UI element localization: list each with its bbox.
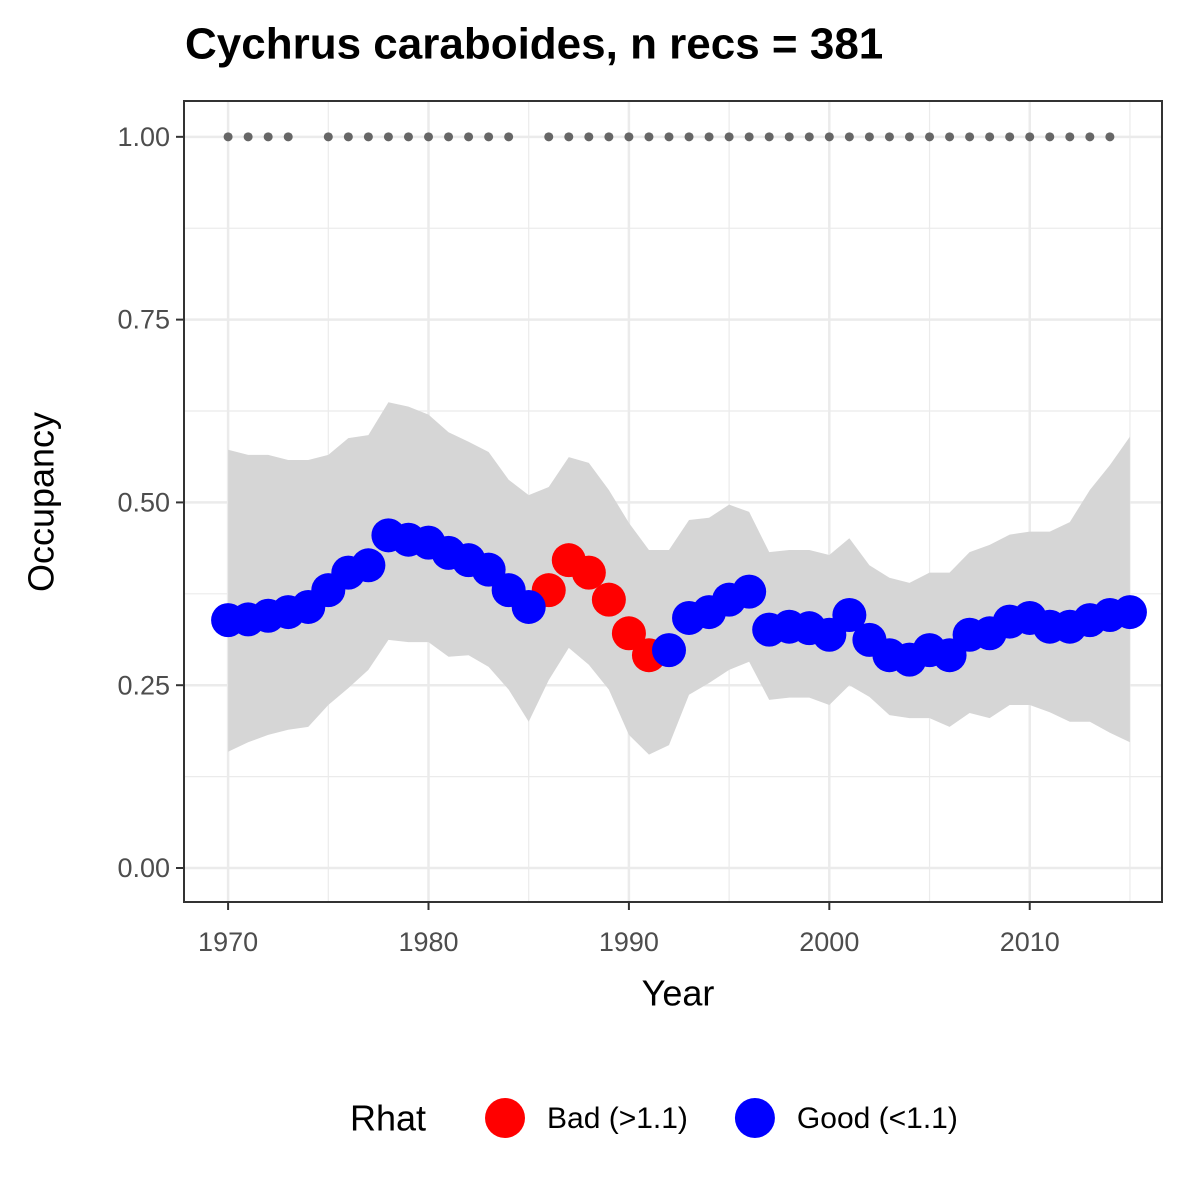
record-dot bbox=[985, 132, 995, 142]
record-dot bbox=[1105, 132, 1115, 142]
record-dot bbox=[1085, 132, 1095, 142]
record-dot bbox=[664, 132, 674, 142]
record-dot bbox=[263, 132, 273, 142]
record-dot bbox=[884, 132, 894, 142]
record-dot bbox=[584, 132, 594, 142]
y-tick-label: 0.75 bbox=[117, 305, 170, 335]
record-dot bbox=[724, 132, 734, 142]
record-dot bbox=[925, 132, 935, 142]
occupancy-point bbox=[1112, 595, 1147, 630]
record-dot bbox=[564, 132, 574, 142]
x-tick-label: 1970 bbox=[198, 927, 258, 957]
record-dot bbox=[764, 132, 774, 142]
record-dot bbox=[223, 132, 233, 142]
occupancy-point bbox=[651, 633, 686, 668]
record-dot bbox=[644, 132, 654, 142]
legend-label: Good (<1.1) bbox=[797, 1102, 958, 1135]
occupancy-point bbox=[832, 598, 867, 633]
panel-border bbox=[183, 100, 1163, 903]
record-dot bbox=[904, 132, 914, 142]
record-dot bbox=[864, 132, 874, 142]
legend-title: Rhat bbox=[350, 1098, 426, 1139]
x-tick-label: 2010 bbox=[1000, 927, 1060, 957]
occupancy-point bbox=[591, 582, 626, 617]
record-dot bbox=[784, 132, 794, 142]
x-tick-label: 1980 bbox=[398, 927, 458, 957]
legend-swatch bbox=[485, 1098, 525, 1138]
record-dot bbox=[383, 132, 393, 142]
occupancy-point bbox=[511, 589, 546, 624]
record-dot bbox=[945, 132, 955, 142]
x-tick-label: 2000 bbox=[799, 927, 859, 957]
record-dot bbox=[604, 132, 614, 142]
record-dot bbox=[343, 132, 353, 142]
record-dot bbox=[283, 132, 293, 142]
x-axis-title: Year bbox=[642, 973, 715, 1014]
chart-title: Cychrus caraboides, n recs = 381 bbox=[185, 20, 883, 69]
legend-swatch bbox=[734, 1098, 775, 1138]
record-dot bbox=[323, 132, 333, 142]
record-dot bbox=[824, 132, 834, 142]
y-tick-label: 1.00 bbox=[117, 122, 170, 152]
record-dot bbox=[1065, 132, 1075, 142]
record-dot bbox=[684, 132, 694, 142]
y-tick-label: 0.00 bbox=[117, 853, 170, 883]
record-dot bbox=[444, 132, 454, 142]
record-dot bbox=[1025, 132, 1035, 142]
occupancy-point bbox=[611, 616, 646, 651]
occupancy-point bbox=[732, 574, 767, 609]
record-dot bbox=[965, 132, 975, 142]
record-dot bbox=[504, 132, 514, 142]
y-axis-title: Occupancy bbox=[21, 412, 62, 592]
record-dot bbox=[484, 132, 494, 142]
record-dot bbox=[403, 132, 413, 142]
record-dot bbox=[744, 132, 754, 142]
y-tick-label: 0.25 bbox=[117, 670, 170, 700]
record-dot bbox=[1005, 132, 1015, 142]
legend-label: Bad (>1.1) bbox=[547, 1102, 688, 1135]
record-dot bbox=[704, 132, 714, 142]
record-dot bbox=[243, 132, 253, 142]
occupancy-point bbox=[351, 548, 386, 583]
record-dot bbox=[363, 132, 373, 142]
record-dot bbox=[844, 132, 854, 142]
y-tick-label: 0.50 bbox=[117, 488, 170, 518]
record-dot bbox=[804, 132, 814, 142]
record-dot bbox=[464, 132, 474, 142]
record-dot bbox=[624, 132, 634, 142]
record-dot bbox=[424, 132, 433, 142]
x-tick-label: 1990 bbox=[599, 927, 659, 957]
record-dot bbox=[1045, 132, 1055, 142]
record-dot bbox=[544, 132, 554, 142]
occupancy-point bbox=[571, 555, 606, 590]
